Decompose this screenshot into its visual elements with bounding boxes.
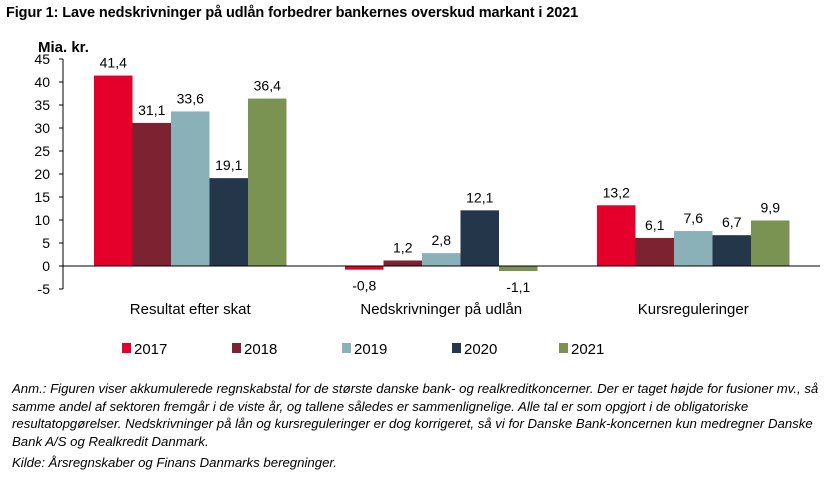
legend-label-2021: 2021 — [571, 341, 604, 358]
bar-2020-0 — [209, 178, 248, 266]
legend-label-2020: 2020 — [464, 341, 497, 358]
data-label: 13,2 — [603, 184, 630, 200]
legend-swatch-2021 — [559, 343, 568, 353]
data-label: 36,4 — [254, 78, 281, 94]
legend-label-2019: 2019 — [354, 341, 387, 358]
bar-2020-2 — [712, 235, 751, 266]
bar-2017-1 — [345, 266, 384, 270]
y-tick-label: 20 — [34, 166, 50, 182]
bar-2021-1 — [499, 266, 538, 272]
bar-2017-0 — [94, 75, 133, 266]
data-label: 9,9 — [761, 199, 781, 215]
bar-2018-0 — [132, 122, 171, 266]
bar-2019-1 — [422, 253, 461, 266]
bar-2019-2 — [674, 231, 713, 266]
chart-title: Figur 1: Lave nedskrivninger på udlån fo… — [6, 5, 579, 21]
category-label: Nedskrivninger på udlån — [360, 301, 522, 318]
y-tick-label: 5 — [42, 235, 50, 251]
data-label: 12,1 — [466, 189, 493, 205]
data-label: 33,6 — [177, 90, 204, 106]
y-tick-label: 40 — [34, 74, 50, 90]
y-tick-label: 15 — [34, 189, 50, 205]
data-label: -0,8 — [352, 278, 376, 294]
y-axis-label: Mia. kr. — [38, 39, 89, 56]
chart-source: Kilde: Årsregnskaber og Finans Danmarks … — [12, 455, 337, 470]
y-tick-label: 30 — [34, 120, 50, 136]
legend-label-2017: 2017 — [134, 341, 167, 358]
legend-label-2018: 2018 — [244, 341, 277, 358]
category-label: Kursreguleringer — [638, 301, 749, 318]
y-tick-label: -5 — [38, 281, 51, 297]
category-label: Resultat efter skat — [130, 301, 252, 318]
legend-swatch-2017 — [122, 343, 131, 353]
data-label: 1,2 — [393, 239, 413, 255]
bar-2019-0 — [171, 111, 210, 266]
data-label: 6,1 — [645, 217, 665, 233]
data-label: 6,7 — [722, 214, 742, 230]
bar-chart: Mia. kr. -5 0 5 10 15 20 25 30 35 40 45 41,4 31,1 33… — [34, 39, 820, 358]
data-label: 2,8 — [432, 232, 452, 248]
y-tick-label: 25 — [34, 143, 50, 159]
bar-2017-2 — [597, 205, 636, 266]
bar-2020-1 — [460, 210, 499, 266]
bar-2021-2 — [751, 220, 790, 266]
data-label: 41,4 — [100, 55, 127, 71]
y-tick-label: 0 — [42, 258, 50, 274]
data-label: -1,1 — [506, 279, 530, 295]
legend-swatch-2019 — [342, 343, 351, 353]
y-tick-label: 10 — [34, 212, 50, 228]
bar-2018-2 — [635, 237, 674, 266]
legend-swatch-2020 — [452, 343, 461, 353]
chart-note: Anm.: Figuren viser akkumulerede regnska… — [12, 381, 819, 449]
data-label: 7,6 — [684, 210, 704, 226]
y-tick-label: 45 — [34, 51, 50, 67]
bar-2021-0 — [248, 98, 287, 266]
y-tick-label: 35 — [34, 97, 50, 113]
legend-swatch-2018 — [232, 343, 241, 353]
data-label: 31,1 — [138, 102, 165, 118]
data-label: 19,1 — [215, 157, 242, 173]
bar-2018-1 — [383, 260, 422, 266]
